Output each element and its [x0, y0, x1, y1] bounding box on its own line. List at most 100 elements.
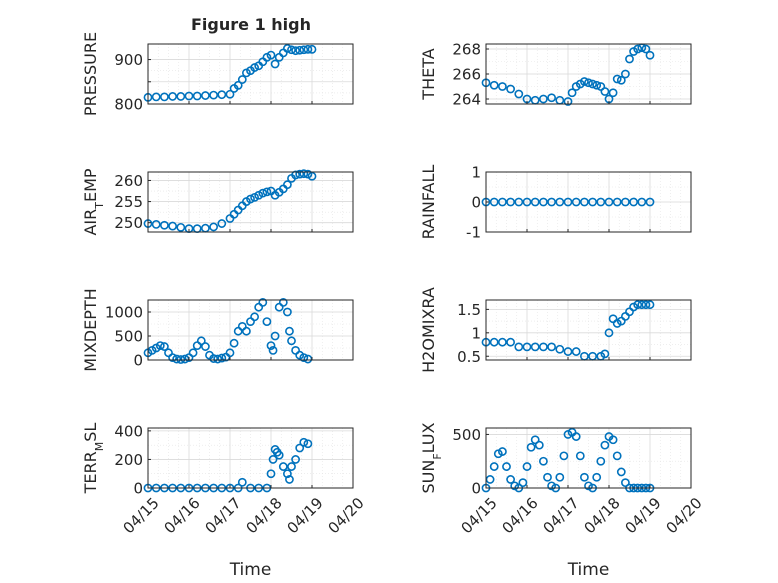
data-point: [270, 59, 280, 69]
data-point: [307, 171, 317, 181]
data-point: [612, 197, 622, 207]
data-point: [502, 462, 511, 471]
data-point: [282, 44, 292, 53]
data-point: [497, 337, 507, 347]
x-axis-label: Time: [567, 560, 610, 580]
data-point: [192, 91, 202, 101]
data-point: [266, 50, 276, 60]
data-point: [287, 462, 296, 471]
data-point: [621, 478, 630, 488]
data-point: [217, 353, 227, 363]
data-point: [608, 435, 618, 445]
data-point: [237, 75, 247, 84]
data-point: [522, 342, 532, 352]
axes-box: [147, 43, 354, 105]
y-axis-label: MIXDEPTH: [81, 288, 100, 371]
data-point: [295, 45, 305, 55]
data-point: [530, 435, 540, 445]
figure-title: Figure 1 high: [191, 15, 311, 34]
data-point: [604, 197, 614, 207]
data-point: [229, 338, 239, 348]
data-point: [506, 197, 515, 207]
data-point: [258, 188, 268, 198]
data-point: [555, 344, 565, 354]
data-point: [291, 455, 300, 464]
data-point: [547, 197, 556, 207]
data-point: [539, 342, 548, 352]
data-point: [563, 197, 573, 207]
data-point: [489, 197, 499, 207]
data-point: [497, 447, 507, 456]
axes-box: [147, 299, 354, 361]
data-point: [225, 348, 235, 358]
data-point: [151, 92, 161, 102]
data-point: [621, 69, 630, 79]
y-tick-label: 0.5: [457, 348, 481, 366]
data-point: [196, 336, 206, 346]
data-point: [172, 354, 182, 364]
data-point: [184, 91, 194, 101]
data-point: [295, 443, 305, 453]
data-point: [514, 89, 524, 99]
data-point: [530, 342, 540, 352]
data-point: [176, 92, 186, 101]
data-point: [608, 88, 618, 98]
x-tick-label: 04/19: [283, 494, 326, 537]
data-point: [637, 300, 647, 310]
data-point: [596, 197, 606, 207]
x-tick-label: 04/16: [160, 494, 203, 537]
x-tick-label: 04/19: [621, 494, 664, 537]
data-point: [571, 197, 581, 207]
data-point: [200, 342, 210, 351]
y-axis-label: SUNFLUX: [419, 422, 444, 493]
data-point: [217, 90, 227, 100]
data-point: [188, 348, 198, 358]
y-tick-label: 1000: [105, 304, 143, 322]
axes-box: [485, 427, 692, 489]
x-tick-label: 04/15: [457, 494, 500, 537]
data-point: [645, 50, 655, 60]
data-point: [299, 169, 309, 179]
data-point: [303, 44, 313, 54]
data-point: [580, 77, 589, 86]
data-point: [159, 342, 169, 351]
data-point: [633, 44, 643, 54]
subplot-5: 0 500 1000 MIXDEPTH: [81, 288, 354, 372]
data-point: [600, 440, 610, 450]
data-point: [645, 197, 655, 207]
data-point: [592, 80, 602, 90]
y-tick-label: 0: [133, 480, 143, 498]
data-point: [514, 342, 524, 352]
data-point: [600, 349, 610, 359]
data-point: [268, 455, 278, 464]
data-point: [303, 439, 313, 449]
y-tick-label: 255: [114, 193, 143, 211]
y-tick-label: 0: [471, 480, 481, 498]
data-point: [213, 354, 223, 364]
y-tick-label: 1: [471, 324, 481, 342]
axes-box: [485, 299, 692, 361]
y-tick-label: 1: [471, 164, 481, 182]
y-tick-label: 1.5: [457, 301, 481, 319]
data-point: [246, 194, 255, 204]
data-point: [241, 326, 251, 336]
y-tick-label: 250: [114, 214, 143, 232]
data-point: [497, 197, 507, 207]
data-point: [287, 45, 296, 55]
data-point: [268, 345, 278, 355]
x-tick-label: 04/18: [242, 494, 285, 537]
data-point: [547, 342, 556, 352]
x-tick-label: 04/20: [324, 494, 367, 537]
data-point: [285, 326, 294, 336]
data-point: [563, 97, 573, 106]
y-tick-label: 200: [114, 451, 143, 469]
data-point: [180, 354, 190, 364]
data-point: [497, 82, 507, 91]
data-point: [588, 79, 597, 89]
subplot-3: 250 255 260 AIRTEMP: [81, 168, 354, 236]
y-tick-label: 400: [114, 422, 143, 440]
y-tick-label: 500: [114, 328, 143, 346]
y-tick-label: 266: [452, 66, 481, 84]
data-point: [645, 300, 655, 310]
